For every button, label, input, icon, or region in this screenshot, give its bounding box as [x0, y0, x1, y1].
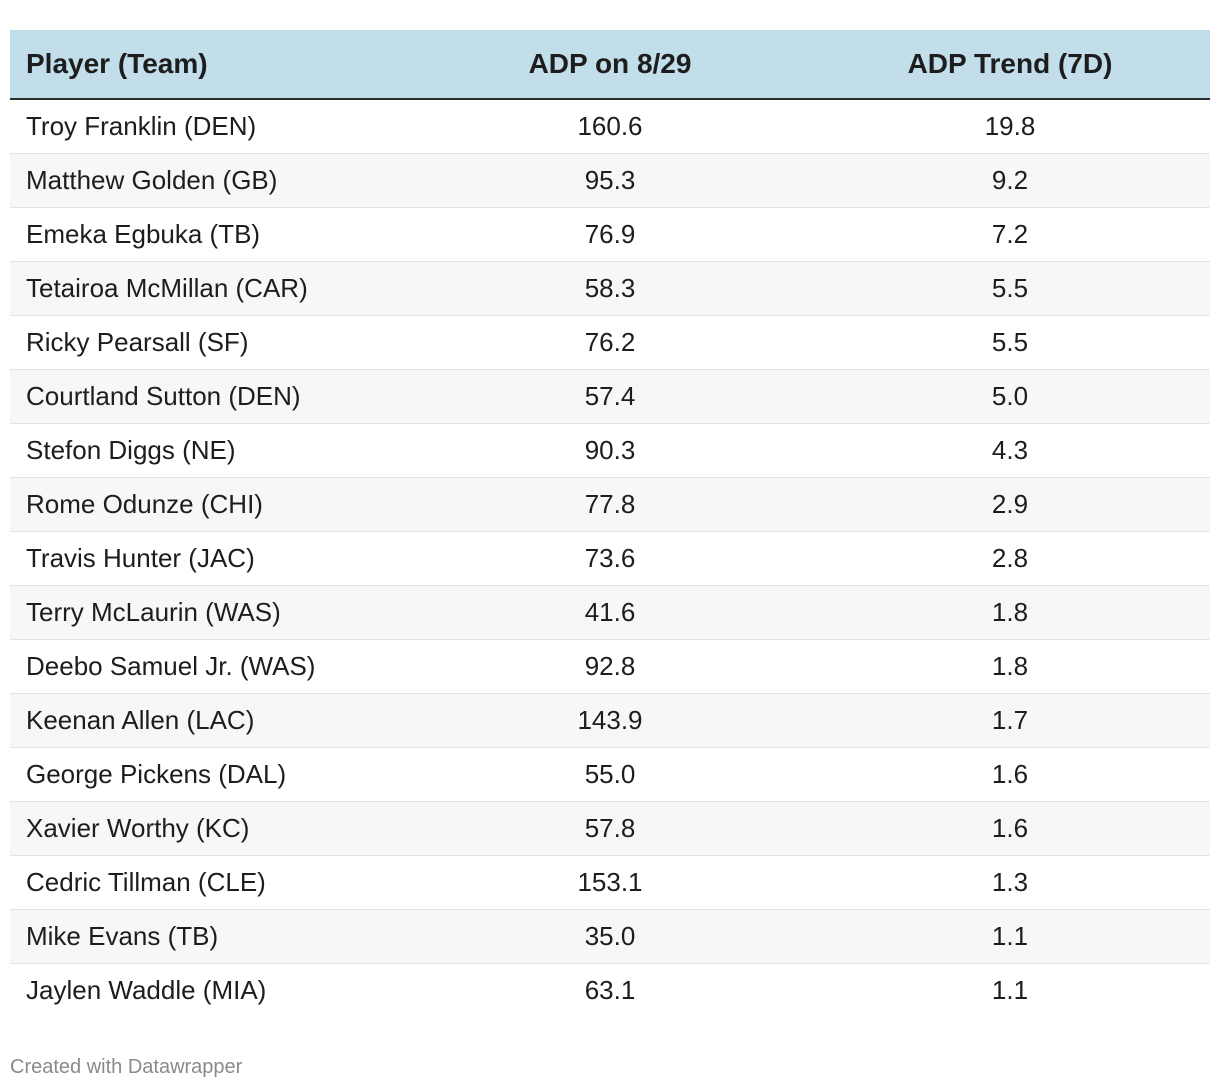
- adp-table-container: Player (Team) ADP on 8/29 ADP Trend (7D)…: [10, 30, 1210, 1017]
- cell-adp: 143.9: [410, 693, 810, 748]
- cell-adp: 153.1: [410, 855, 810, 910]
- cell-player: Courtland Sutton (DEN): [10, 369, 410, 424]
- cell-player: Troy Franklin (DEN): [10, 99, 410, 154]
- cell-adp: 41.6: [410, 585, 810, 640]
- cell-trend: 4.3: [810, 423, 1210, 478]
- table-row: Terry McLaurin (WAS) 41.6 1.8: [10, 585, 1210, 640]
- cell-adp: 57.4: [410, 369, 810, 424]
- table-header-row: Player (Team) ADP on 8/29 ADP Trend (7D): [10, 30, 1210, 100]
- cell-player: Deebo Samuel Jr. (WAS): [10, 639, 410, 694]
- cell-adp: 57.8: [410, 801, 810, 856]
- cell-player: Emeka Egbuka (TB): [10, 207, 410, 262]
- cell-trend: 9.2: [810, 153, 1210, 208]
- cell-trend: 1.8: [810, 585, 1210, 640]
- cell-adp: 63.1: [410, 963, 810, 1017]
- cell-trend: 1.1: [810, 963, 1210, 1017]
- cell-trend: 2.9: [810, 477, 1210, 532]
- cell-adp: 77.8: [410, 477, 810, 532]
- cell-player: Terry McLaurin (WAS): [10, 585, 410, 640]
- table-row: Tetairoa McMillan (CAR) 58.3 5.5: [10, 261, 1210, 316]
- table-row: Cedric Tillman (CLE) 153.1 1.3: [10, 855, 1210, 910]
- cell-trend: 1.6: [810, 801, 1210, 856]
- column-header-trend[interactable]: ADP Trend (7D): [810, 30, 1210, 100]
- table-row: Rome Odunze (CHI) 77.8 2.9: [10, 477, 1210, 532]
- cell-player: Stefon Diggs (NE): [10, 423, 410, 478]
- cell-adp: 76.9: [410, 207, 810, 262]
- cell-trend: 1.1: [810, 909, 1210, 964]
- cell-player: Mike Evans (TB): [10, 909, 410, 964]
- cell-adp: 35.0: [410, 909, 810, 964]
- column-header-adp[interactable]: ADP on 8/29: [410, 30, 810, 100]
- table-row: Mike Evans (TB) 35.0 1.1: [10, 909, 1210, 964]
- table-row: George Pickens (DAL) 55.0 1.6: [10, 747, 1210, 802]
- cell-trend: 1.7: [810, 693, 1210, 748]
- cell-trend: 1.6: [810, 747, 1210, 802]
- table-body: Troy Franklin (DEN) 160.6 19.8 Matthew Gold…: [10, 99, 1210, 1017]
- cell-player: Cedric Tillman (CLE): [10, 855, 410, 910]
- cell-trend: 5.0: [810, 369, 1210, 424]
- table-row: Troy Franklin (DEN) 160.6 19.8: [10, 99, 1210, 154]
- table-row: Matthew Golden (GB) 95.3 9.2: [10, 153, 1210, 208]
- cell-trend: 1.3: [810, 855, 1210, 910]
- cell-player: Travis Hunter (JAC): [10, 531, 410, 586]
- cell-player: Jaylen Waddle (MIA): [10, 963, 410, 1017]
- cell-adp: 58.3: [410, 261, 810, 316]
- cell-player: Xavier Worthy (KC): [10, 801, 410, 856]
- table-row: Travis Hunter (JAC) 73.6 2.8: [10, 531, 1210, 586]
- cell-trend: 19.8: [810, 99, 1210, 154]
- cell-adp: 76.2: [410, 315, 810, 370]
- cell-adp: 55.0: [410, 747, 810, 802]
- table-row: Jaylen Waddle (MIA) 63.1 1.1: [10, 963, 1210, 1017]
- table-row: Keenan Allen (LAC) 143.9 1.7: [10, 693, 1210, 748]
- cell-player: George Pickens (DAL): [10, 747, 410, 802]
- column-header-player[interactable]: Player (Team): [10, 30, 410, 100]
- table-row: Courtland Sutton (DEN) 57.4 5.0: [10, 369, 1210, 424]
- cell-adp: 73.6: [410, 531, 810, 586]
- cell-trend: 2.8: [810, 531, 1210, 586]
- cell-adp: 95.3: [410, 153, 810, 208]
- cell-player: Rome Odunze (CHI): [10, 477, 410, 532]
- table-row: Deebo Samuel Jr. (WAS) 92.8 1.8: [10, 639, 1210, 694]
- cell-adp: 92.8: [410, 639, 810, 694]
- cell-adp: 90.3: [410, 423, 810, 478]
- cell-trend: 1.8: [810, 639, 1210, 694]
- cell-trend: 5.5: [810, 315, 1210, 370]
- cell-trend: 7.2: [810, 207, 1210, 262]
- datawrapper-credit[interactable]: Created with Datawrapper: [10, 1056, 243, 1078]
- cell-adp: 160.6: [410, 99, 810, 154]
- table-row: Ricky Pearsall (SF) 76.2 5.5: [10, 315, 1210, 370]
- table-row: Xavier Worthy (KC) 57.8 1.6: [10, 801, 1210, 856]
- adp-table: Player (Team) ADP on 8/29 ADP Trend (7D)…: [10, 30, 1210, 1017]
- cell-player: Keenan Allen (LAC): [10, 693, 410, 748]
- cell-player: Ricky Pearsall (SF): [10, 315, 410, 370]
- table-row: Emeka Egbuka (TB) 76.9 7.2: [10, 207, 1210, 262]
- cell-trend: 5.5: [810, 261, 1210, 316]
- table-row: Stefon Diggs (NE) 90.3 4.3: [10, 423, 1210, 478]
- cell-player: Tetairoa McMillan (CAR): [10, 261, 410, 316]
- cell-player: Matthew Golden (GB): [10, 153, 410, 208]
